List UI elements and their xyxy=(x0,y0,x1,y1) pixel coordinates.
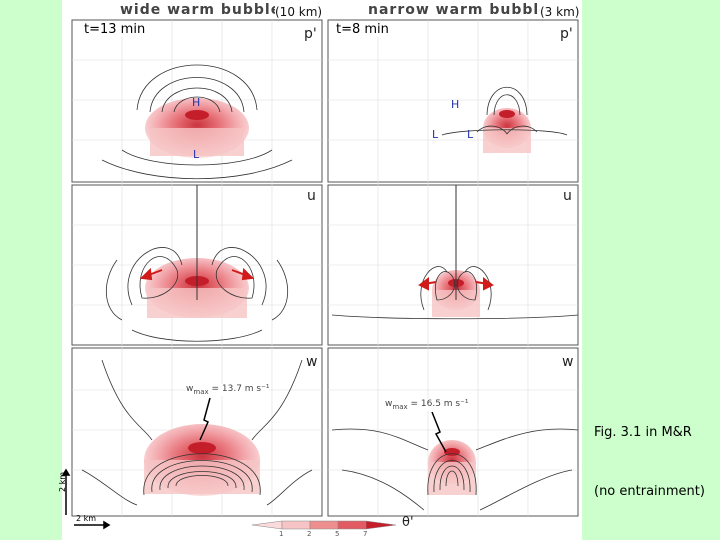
figure: wide warm bubble (10 km) narrow warm bub… xyxy=(58,0,582,540)
panel-wide-w xyxy=(71,347,323,517)
panel-narrow-w xyxy=(327,347,579,517)
wide-bubble-title: wide warm bubble xyxy=(120,2,282,18)
panel-label-narrow-u: u xyxy=(563,188,572,204)
wmax-annotation-wide: wmax = 13.7 m s⁻¹ xyxy=(186,384,270,396)
high-marker-narrow: H xyxy=(451,98,460,111)
narrow-bubble-size: (3 km) xyxy=(540,5,580,19)
high-marker-wide: H xyxy=(192,96,201,109)
colorbar-tick-1: 1 xyxy=(279,530,284,538)
colorbar-label: θ' xyxy=(402,515,414,530)
figure-caption: Fig. 3.1 in M&R xyxy=(594,425,692,440)
panel-label-wide-w: w xyxy=(306,354,318,370)
panel-wide-pressure xyxy=(71,19,323,183)
panel-label-narrow-pressure: p' xyxy=(560,26,573,42)
wmax-annotation-narrow: wmax = 16.5 m s⁻¹ xyxy=(385,399,469,411)
panel-label-wide-pressure: p' xyxy=(304,26,317,42)
panel-label-narrow-w: w xyxy=(562,354,574,370)
low-marker-wide: L xyxy=(193,148,200,161)
caption-note: (no entrainment) xyxy=(594,484,705,499)
panel-narrow-pressure xyxy=(327,19,579,183)
wide-bubble-size: (10 km) xyxy=(275,5,323,19)
colorbar-tick-2: 2 xyxy=(307,530,312,538)
time-label-narrow: t=8 min xyxy=(334,22,391,37)
horizontal-scale-label: 2 km xyxy=(76,514,97,523)
colorbar-swatches xyxy=(251,520,397,530)
vertical-scale-label: 2 km xyxy=(58,471,67,492)
low-marker-narrow-right: L xyxy=(467,128,474,141)
narrow-bubble-title: narrow warm bubble xyxy=(368,2,550,18)
time-label-wide: t=13 min xyxy=(82,22,148,37)
panel-label-wide-u: u xyxy=(307,188,316,204)
colorbar-tick-3: 5 xyxy=(335,530,340,538)
colorbar-tick-4: 7 xyxy=(363,530,368,538)
low-marker-narrow-left: L xyxy=(432,128,439,141)
figure-artwork xyxy=(62,19,579,530)
